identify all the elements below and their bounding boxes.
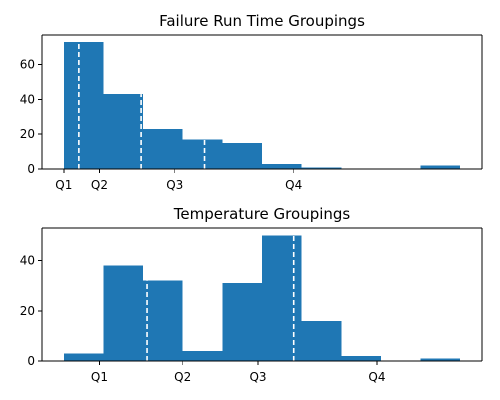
histogram-bar <box>143 280 183 361</box>
x-tick-label: Q2 <box>174 370 191 384</box>
histogram-bar <box>262 163 302 169</box>
failure-run-time-chart: Failure Run Time Groupings 0 20 40 60 Q1 Q2 Q3… <box>20 12 483 192</box>
histogram-bar <box>63 41 104 169</box>
histogram-bar <box>341 355 381 361</box>
histogram-bar <box>301 167 342 169</box>
histogram-bar <box>182 139 223 169</box>
histogram-bar <box>103 94 144 169</box>
temperature-chart: Temperature Groupings 0 20 40 Q1 Q2 Q3 Q4 <box>20 205 483 384</box>
x-tick-label: Q2 <box>91 178 108 192</box>
x-tick-label: Q1 <box>55 178 72 192</box>
y-tick-label: 0 <box>27 162 35 176</box>
x-tick-label: Q3 <box>249 370 266 384</box>
histogram-bar <box>262 235 302 361</box>
histogram-bar <box>103 265 144 361</box>
histogram-bar <box>420 165 461 169</box>
histogram-bar <box>222 283 262 361</box>
y-tick-label: 60 <box>20 58 35 72</box>
x-tick-label: Q1 <box>91 370 108 384</box>
histogram-bar <box>301 320 342 361</box>
histogram-bar <box>182 350 223 361</box>
histogram-bar <box>63 353 104 361</box>
y-tick-label: 0 <box>27 354 35 368</box>
y-tick-label: 20 <box>20 127 35 141</box>
chart-title: Failure Run Time Groupings <box>159 12 365 30</box>
y-tick-label: 20 <box>20 304 35 318</box>
chart-title: Temperature Groupings <box>173 205 351 223</box>
histogram-bar <box>420 358 461 361</box>
x-tick-label: Q4 <box>368 370 385 384</box>
y-tick-label: 40 <box>20 254 35 268</box>
y-tick-label: 40 <box>20 92 35 106</box>
x-tick-label: Q3 <box>166 178 183 192</box>
histogram-bar <box>143 128 183 169</box>
x-tick-label: Q4 <box>285 178 302 192</box>
histogram-bar <box>222 142 262 169</box>
